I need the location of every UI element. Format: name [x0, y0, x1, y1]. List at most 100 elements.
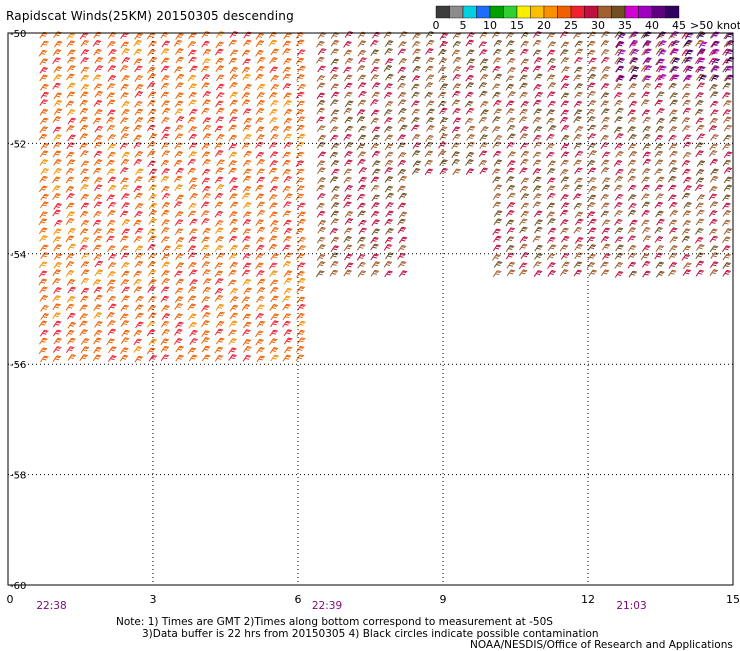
- wind-barb: [655, 169, 663, 175]
- wind-barb: [398, 262, 406, 268]
- wind-barb: [519, 244, 527, 250]
- wind-barb: [174, 40, 182, 46]
- wind-barb: [203, 228, 211, 234]
- wind-barb: [547, 186, 555, 192]
- wind-barb: [202, 75, 210, 81]
- wind-barb: [296, 58, 304, 64]
- wind-barb: [283, 355, 291, 361]
- wind-barb: [41, 305, 49, 311]
- wind-barb: [440, 134, 448, 140]
- wind-barb: [67, 279, 75, 285]
- wind-barb: [270, 287, 278, 293]
- wind-barb: [81, 169, 89, 175]
- wind-barb: [481, 110, 489, 116]
- wind-barb: [655, 135, 663, 141]
- wind-barb: [506, 109, 514, 115]
- wind-barb: [465, 92, 473, 98]
- colorbar-tick-label: 45: [672, 19, 686, 32]
- wind-barb: [330, 152, 338, 158]
- wind-barb: [148, 100, 156, 106]
- wind-barb: [244, 118, 252, 124]
- wind-barb: [709, 211, 717, 217]
- wind-barb: [176, 33, 184, 39]
- wind-barb: [642, 185, 650, 191]
- wind-barb: [331, 67, 339, 73]
- wind-barb: [270, 58, 278, 64]
- y-tick-label: -60: [10, 581, 26, 592]
- wind-barb: [121, 134, 129, 140]
- wind-barb: [344, 245, 352, 251]
- wind-barb: [548, 228, 556, 234]
- wind-barb: [215, 245, 223, 251]
- wind-barb: [670, 246, 678, 252]
- wind-barb: [284, 100, 292, 106]
- wind-barb: [658, 50, 666, 56]
- wind-barb: [134, 135, 142, 141]
- wind-barb: [175, 109, 183, 115]
- wind-barb: [269, 195, 277, 201]
- wind-barb: [283, 160, 291, 166]
- wind-barb: [242, 67, 250, 73]
- wind-barb: [344, 270, 352, 276]
- wind-barb: [682, 93, 690, 99]
- wind-barb: [256, 339, 264, 345]
- wind-barb: [534, 84, 542, 90]
- wind-barb: [81, 151, 89, 157]
- wind-barb: [256, 108, 264, 114]
- wind-barb: [480, 135, 488, 141]
- wind-barb: [587, 117, 595, 123]
- y-tick-label: -52: [10, 139, 26, 150]
- wind-barb: [602, 152, 610, 158]
- wind-barb: [616, 152, 624, 158]
- wind-barb: [230, 297, 238, 303]
- wind-barb: [683, 100, 691, 106]
- wind-barb: [217, 312, 225, 318]
- wind-barb: [359, 228, 367, 234]
- wind-barb: [80, 117, 88, 123]
- wind-barb: [724, 177, 732, 183]
- wind-barb: [453, 118, 461, 124]
- wind-barb: [575, 57, 583, 63]
- wind-barb: [589, 219, 597, 225]
- wind-barb: [358, 126, 366, 132]
- wind-barb: [479, 160, 487, 166]
- wind-barb: [161, 321, 169, 327]
- wind-barb: [535, 220, 543, 226]
- wind-barb: [533, 160, 541, 166]
- wind-barb: [507, 168, 515, 174]
- wind-barb: [134, 59, 142, 65]
- wind-barb: [696, 270, 704, 276]
- wind-barb: [344, 41, 352, 47]
- wind-barb: [284, 176, 292, 182]
- wind-barb: [371, 244, 379, 250]
- wind-barb: [344, 92, 352, 98]
- wind-barb: [438, 142, 446, 148]
- wind-barb: [230, 67, 238, 73]
- wind-barb: [215, 202, 223, 208]
- wind-barb: [149, 339, 157, 345]
- wind-barb: [256, 263, 264, 269]
- wind-barb: [521, 59, 529, 65]
- wind-barb: [616, 245, 624, 251]
- wind-barb: [467, 134, 475, 140]
- wind-barb: [372, 161, 380, 167]
- wind-barb: [148, 244, 156, 250]
- wind-barb: [493, 117, 501, 123]
- wind-barb: [108, 75, 116, 81]
- wind-barb: [80, 108, 88, 114]
- wind-barb: [148, 287, 156, 293]
- wind-barb: [601, 135, 609, 141]
- wind-barb: [67, 92, 75, 98]
- wind-barb: [149, 203, 157, 209]
- wind-barb: [359, 58, 367, 64]
- wind-barb: [148, 109, 156, 115]
- wind-barb: [283, 67, 291, 73]
- wind-barb: [122, 101, 130, 107]
- colorbar-cell: [504, 6, 518, 18]
- wind-barb: [174, 338, 182, 344]
- wind-barb: [216, 75, 224, 81]
- wind-barb: [66, 330, 74, 336]
- wind-barb: [316, 41, 324, 47]
- wind-barb: [561, 135, 569, 141]
- wind-barb: [230, 109, 238, 115]
